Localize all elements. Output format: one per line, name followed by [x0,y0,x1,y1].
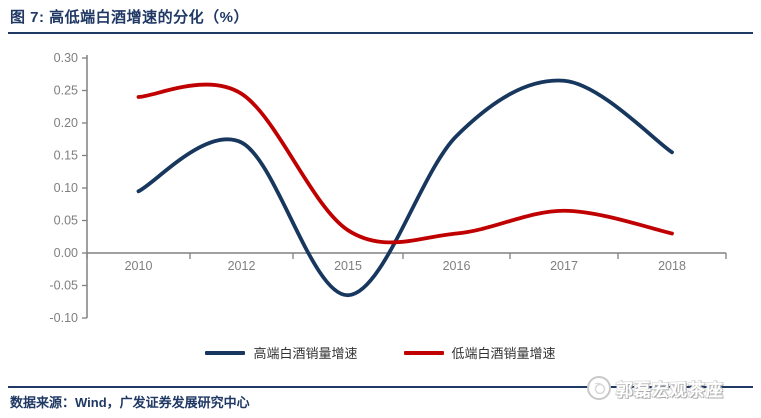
y-tick-label: -0.10 [50,311,79,325]
x-tick-label: 2018 [658,259,686,273]
series-line-high-end [136,78,674,298]
y-tick-label: 0.25 [54,84,78,98]
bottom-divider [8,386,753,388]
x-axis-labels: 2010 2012 2015 2016 2017 2018 [125,259,686,273]
watermark-logo-icon [587,376,611,400]
legend-line-swatch-low-end [403,350,444,355]
chart-legend: 高端白酒销量增速 低端白酒销量增速 [0,343,761,362]
y-tick-label: 0.15 [54,149,78,163]
watermark: 郭磊宏观茶座 [586,374,758,402]
x-tick-label: 2017 [550,259,578,273]
y-tick-label: 0.10 [54,181,78,195]
y-tick-label: 0.20 [54,116,78,130]
y-tick-label: 0.00 [54,246,78,260]
title-divider [8,32,753,34]
y-tick-label: 0.30 [54,51,78,65]
watermark-text: 郭磊宏观茶座 [616,380,724,400]
series-line-low-end [136,82,674,245]
y-tick-label: 0.05 [54,214,78,228]
x-tick-label: 2010 [125,259,153,273]
x-tick-label: 2012 [228,259,256,273]
legend-item-low-end: 低端白酒销量增速 [403,343,556,362]
y-tick-label: -0.05 [50,279,79,293]
legend-label-low-end: 低端白酒销量增速 [451,346,556,361]
y-axis-labels: 0.30 0.25 0.20 0.15 0.10 0.05 0.00 -0.05 -0.10 [50,51,87,325]
source-note: 数据来源：Wind，广发证券发展研究中心 [10,395,250,410]
x-tick-label: 2016 [443,259,471,273]
legend-line-swatch-high-end [205,350,246,355]
page-title: 图 7: 高低端白酒增速的分化（%） [10,9,250,26]
legend-item-high-end: 高端白酒销量增速 [205,343,358,362]
legend-label-high-end: 高端白酒销量增速 [253,346,358,361]
x-tick-label: 2015 [334,259,362,273]
